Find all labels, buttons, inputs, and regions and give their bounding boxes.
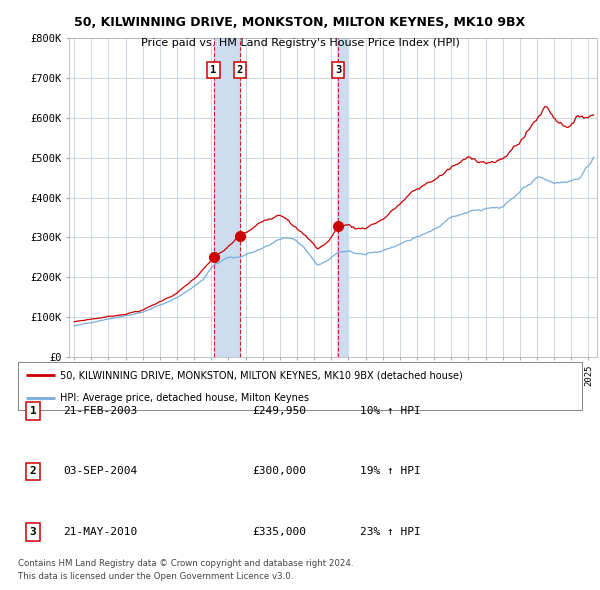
Text: 21-MAY-2010: 21-MAY-2010 bbox=[63, 527, 137, 537]
Text: 23% ↑ HPI: 23% ↑ HPI bbox=[360, 527, 421, 537]
Text: 21-FEB-2003: 21-FEB-2003 bbox=[63, 406, 137, 415]
Text: 50, KILWINNING DRIVE, MONKSTON, MILTON KEYNES, MK10 9BX (detached house): 50, KILWINNING DRIVE, MONKSTON, MILTON K… bbox=[60, 370, 463, 380]
Text: HPI: Average price, detached house, Milton Keynes: HPI: Average price, detached house, Milt… bbox=[60, 393, 310, 403]
Text: 03-SEP-2004: 03-SEP-2004 bbox=[63, 467, 137, 476]
Text: 2: 2 bbox=[237, 65, 243, 75]
Text: 19% ↑ HPI: 19% ↑ HPI bbox=[360, 467, 421, 476]
Text: £249,950: £249,950 bbox=[252, 406, 306, 415]
Text: £335,000: £335,000 bbox=[252, 527, 306, 537]
Bar bbox=[337, 38, 348, 357]
Text: Price paid vs. HM Land Registry's House Price Index (HPI): Price paid vs. HM Land Registry's House … bbox=[140, 38, 460, 48]
Text: £300,000: £300,000 bbox=[252, 467, 306, 476]
Text: 50, KILWINNING DRIVE, MONKSTON, MILTON KEYNES, MK10 9BX: 50, KILWINNING DRIVE, MONKSTON, MILTON K… bbox=[74, 16, 526, 29]
Text: 3: 3 bbox=[29, 527, 37, 537]
Text: 1: 1 bbox=[29, 406, 37, 415]
Text: 2: 2 bbox=[29, 467, 37, 476]
Text: 3: 3 bbox=[335, 65, 341, 75]
Text: Contains HM Land Registry data © Crown copyright and database right 2024.: Contains HM Land Registry data © Crown c… bbox=[18, 559, 353, 568]
Bar bbox=[214, 38, 240, 357]
Text: 10% ↑ HPI: 10% ↑ HPI bbox=[360, 406, 421, 415]
Text: This data is licensed under the Open Government Licence v3.0.: This data is licensed under the Open Gov… bbox=[18, 572, 293, 581]
Text: 1: 1 bbox=[211, 65, 217, 75]
